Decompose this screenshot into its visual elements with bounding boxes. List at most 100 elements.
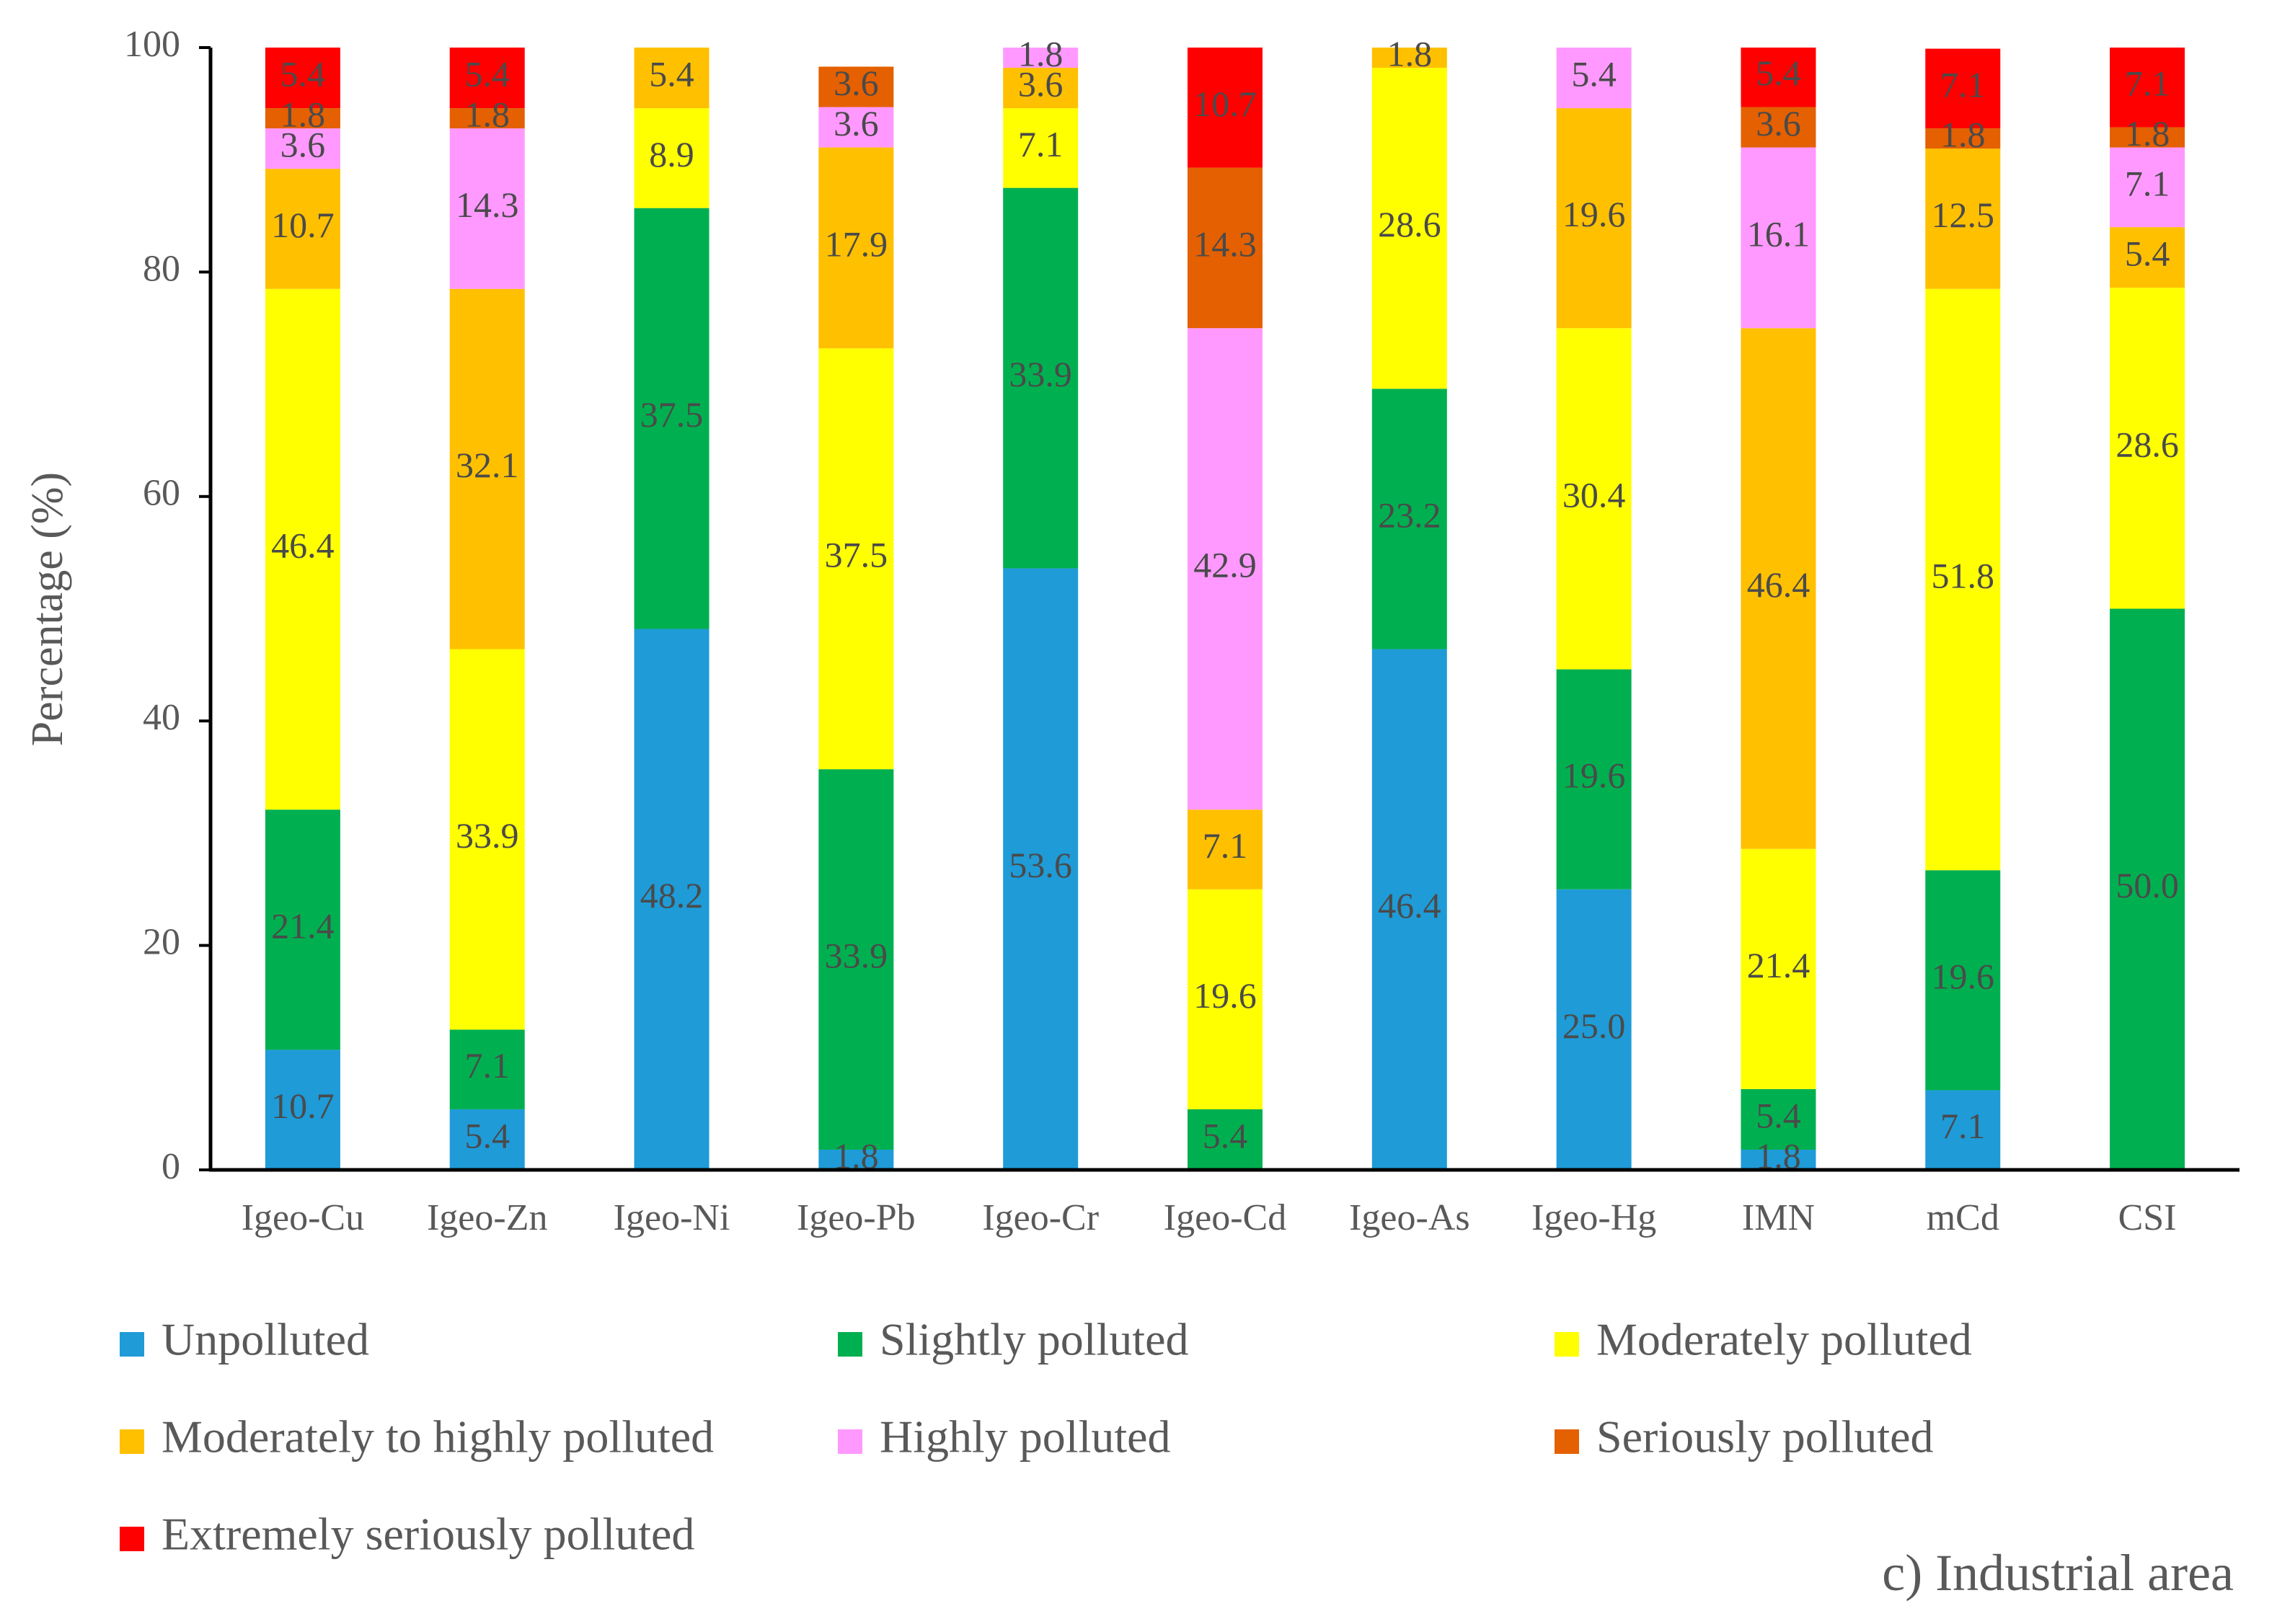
bar-igeo-cr-moderately-to-highly-polluted [1003, 68, 1079, 109]
data-label-igeo-zn-moderately-polluted: 33.9 [456, 815, 519, 856]
data-label-igeo-zn-moderately-to-highly-polluted: 32.1 [456, 445, 519, 485]
bar-igeo-zn-moderately-polluted [449, 649, 525, 1030]
data-label-csi-seriously-polluted: 1.8 [2125, 113, 2170, 154]
data-label-igeo-cd-moderately-polluted: 19.6 [1193, 975, 1257, 1016]
bar-igeo-zn-slightly-polluted [449, 1029, 525, 1109]
bar-mcd-moderately-to-highly-polluted [1925, 148, 2001, 289]
x-tick-label-igeo-ni: Igeo-Ni [614, 1197, 730, 1238]
legend-swatch-moderately-to-highly-polluted [120, 1429, 144, 1454]
bar-igeo-cr-highly-polluted [1003, 48, 1079, 68]
data-label-igeo-as-unpolluted: 46.4 [1378, 885, 1441, 926]
bar-mcd-moderately-polluted [1925, 288, 2001, 871]
bar-igeo-cd-moderately-polluted [1188, 889, 1263, 1109]
data-label-igeo-as-moderately-polluted: 28.6 [1378, 204, 1441, 244]
data-label-mcd-unpolluted: 7.1 [1940, 1106, 1986, 1146]
data-label-igeo-pb-moderately-to-highly-polluted: 17.9 [825, 223, 888, 264]
data-label-igeo-cu-extremely-seriously-polluted: 5.4 [280, 54, 326, 94]
data-label-igeo-zn-highly-polluted: 14.3 [456, 185, 519, 225]
bar-igeo-pb-moderately-to-highly-polluted [818, 147, 894, 349]
data-label-mcd-moderately-to-highly-polluted: 12.5 [1932, 195, 1995, 235]
x-tick-label-csi: CSI [2118, 1197, 2177, 1238]
data-label-imn-moderately-to-highly-polluted: 46.4 [1747, 564, 1810, 605]
data-label-igeo-cu-highly-polluted: 3.6 [280, 125, 326, 165]
data-label-mcd-slightly-polluted: 19.6 [1932, 956, 1995, 996]
legend-label-unpolluted: Unpolluted [162, 1314, 369, 1365]
data-label-igeo-hg-unpolluted: 25.0 [1562, 1006, 1626, 1046]
data-label-imn-moderately-polluted: 21.4 [1747, 945, 1810, 985]
bar-igeo-pb-highly-polluted [818, 107, 894, 148]
bar-igeo-cd-slightly-polluted [1188, 1109, 1263, 1170]
bar-igeo-zn-extremely-seriously-polluted [449, 48, 525, 109]
bar-igeo-ni-moderately-to-highly-polluted [634, 48, 709, 109]
x-tick-label-igeo-pb: Igeo-Pb [797, 1197, 916, 1238]
bar-mcd-slightly-polluted [1925, 870, 2001, 1091]
bar-igeo-ni-slightly-polluted [634, 208, 709, 629]
x-tick-label-igeo-as: Igeo-As [1349, 1197, 1470, 1238]
data-label-igeo-as-moderately-to-highly-polluted: 1.8 [1387, 33, 1433, 74]
bar-imn-highly-polluted [1741, 147, 1816, 329]
data-label-igeo-as-slightly-polluted: 23.2 [1378, 494, 1441, 535]
data-label-igeo-hg-highly-polluted: 5.4 [1571, 54, 1617, 94]
data-label-igeo-pb-highly-polluted: 3.6 [834, 103, 879, 143]
data-label-csi-slightly-polluted: 50.0 [2115, 865, 2179, 905]
data-labels: 10.7 21.4 46.4 10.7 3.6 1.8 5.4 5.4 7.1 33.9 32.1 1… [271, 33, 2179, 1176]
bar-igeo-zn-unpolluted [449, 1109, 525, 1170]
data-label-mcd-extremely-seriously-polluted: 7.1 [1940, 64, 1986, 105]
y-axis-title: Percentage (%) [23, 472, 72, 746]
bar-imn-moderately-to-highly-polluted [1741, 328, 1816, 849]
y-tick-label-40: 40 [143, 697, 180, 738]
data-label-igeo-cu-unpolluted: 10.7 [271, 1086, 335, 1126]
legend-label-moderately-to-highly-polluted: Moderately to highly polluted [162, 1411, 714, 1463]
legend-label-moderately-polluted: Moderately polluted [1596, 1314, 1972, 1365]
data-label-igeo-ni-moderately-to-highly-polluted: 5.4 [649, 54, 694, 94]
data-label-igeo-cd-extremely-seriously-polluted: 10.7 [1193, 84, 1257, 124]
y-tick-label-0: 0 [162, 1146, 180, 1187]
x-tick-label-igeo-cu: Igeo-Cu [242, 1197, 364, 1238]
data-label-igeo-cu-moderately-to-highly-polluted: 10.7 [271, 205, 335, 245]
bar-igeo-cu-unpolluted [265, 1050, 340, 1170]
bar-igeo-cr-unpolluted [1003, 568, 1079, 1170]
bar-igeo-as-unpolluted [1371, 649, 1447, 1170]
data-label-imn-seriously-polluted: 3.6 [1756, 103, 1801, 143]
bar-igeo-cu-highly-polluted [265, 128, 340, 169]
y-tick-label-80: 80 [143, 248, 180, 289]
legend-label-highly-polluted: Highly polluted [880, 1411, 1171, 1463]
bar-igeo-pb-unpolluted [818, 1149, 894, 1170]
bar-igeo-cd-highly-polluted [1188, 328, 1263, 810]
data-label-igeo-cd-seriously-polluted: 14.3 [1193, 223, 1257, 264]
legend-swatch-slightly-polluted [838, 1332, 862, 1357]
data-label-igeo-hg-moderately-polluted: 30.4 [1562, 474, 1626, 515]
data-label-igeo-cd-slightly-polluted: 5.4 [1203, 1115, 1248, 1155]
axes [208, 48, 2240, 1172]
data-label-mcd-seriously-polluted: 1.8 [1940, 115, 1986, 155]
data-label-igeo-hg-moderately-to-highly-polluted: 19.6 [1562, 194, 1626, 234]
bar-csi-moderately-to-highly-polluted [2110, 227, 2185, 288]
bar-mcd-unpolluted [1925, 1090, 2001, 1170]
bar-imn-slightly-polluted [1741, 1088, 1816, 1150]
bar-imn-moderately-polluted [1741, 848, 1816, 1089]
data-label-igeo-cu-slightly-polluted: 21.4 [271, 905, 335, 946]
bar-igeo-as-moderately-polluted [1371, 68, 1447, 389]
bar-csi-highly-polluted [2110, 147, 2185, 228]
bar-igeo-ni-moderately-polluted [634, 108, 709, 208]
legend-label-extremely-seriously-polluted: Extremely seriously polluted [162, 1509, 694, 1560]
data-label-igeo-pb-seriously-polluted: 3.6 [834, 63, 879, 103]
bar-igeo-cu-slightly-polluted [265, 809, 340, 1050]
bar-igeo-hg-highly-polluted [1556, 48, 1632, 109]
data-label-igeo-cr-unpolluted: 53.6 [1009, 845, 1072, 885]
legend-swatch-highly-polluted [838, 1429, 862, 1454]
y-tick-marks [199, 46, 211, 1171]
bar-stacks [265, 48, 2185, 1170]
data-label-imn-highly-polluted: 16.1 [1747, 213, 1810, 254]
bar-igeo-hg-moderately-polluted [1556, 328, 1632, 670]
data-label-igeo-cd-moderately-to-highly-polluted: 7.1 [1203, 825, 1248, 866]
bar-igeo-hg-moderately-to-highly-polluted [1556, 108, 1632, 329]
legend-label-slightly-polluted: Slightly polluted [880, 1314, 1188, 1365]
data-label-igeo-zn-slightly-polluted: 7.1 [464, 1045, 510, 1086]
data-label-igeo-hg-slightly-polluted: 19.6 [1562, 755, 1626, 796]
data-label-csi-extremely-seriously-polluted: 7.1 [2125, 63, 2170, 104]
bar-igeo-as-slightly-polluted [1371, 389, 1447, 649]
bar-igeo-ni-unpolluted [634, 629, 709, 1170]
bar-igeo-pb-moderately-polluted [818, 348, 894, 770]
